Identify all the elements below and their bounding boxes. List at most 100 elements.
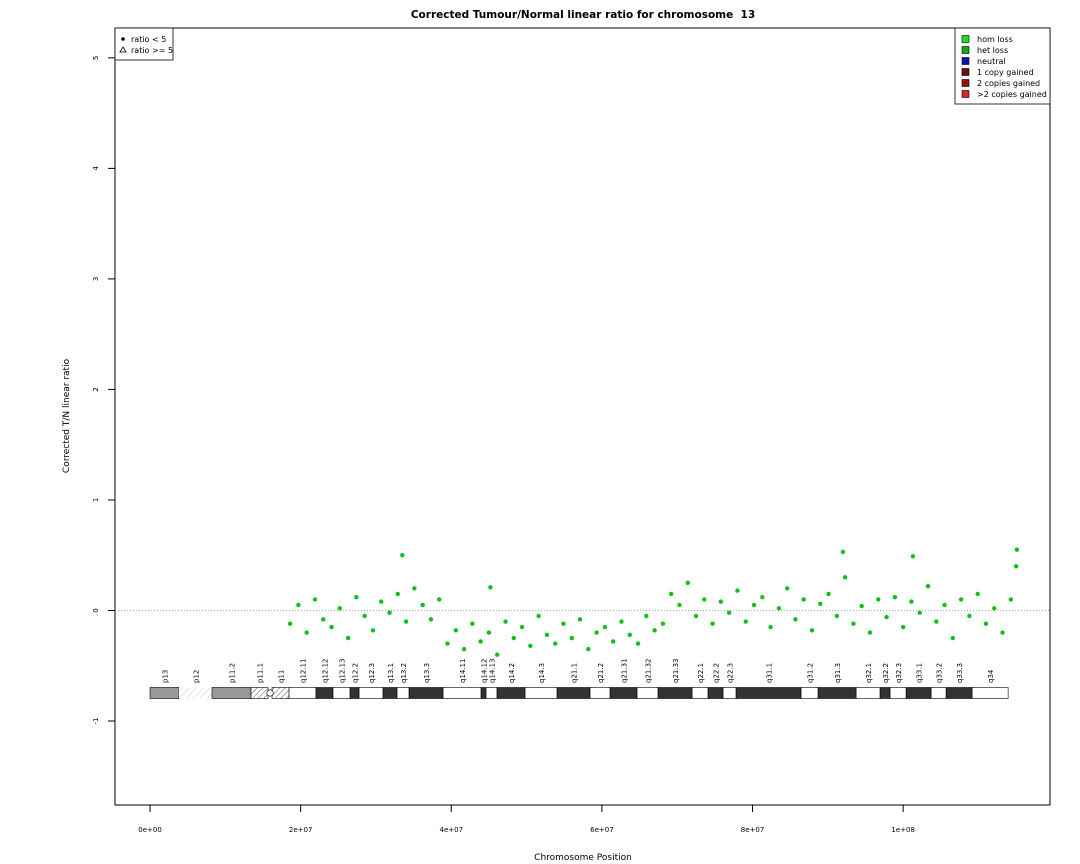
data-point <box>842 575 848 580</box>
data-point <box>519 624 525 630</box>
data-point <box>685 580 690 586</box>
ideogram-band <box>250 687 269 699</box>
ideogram-band <box>211 687 252 699</box>
data-point <box>909 599 914 604</box>
ideogram-band <box>589 687 611 699</box>
data-point <box>693 613 699 619</box>
legend-box <box>954 27 1051 105</box>
ideogram-band <box>485 687 498 699</box>
data-point <box>321 617 326 622</box>
band-label: q21.1 <box>571 663 579 683</box>
band-label: q12.12 <box>322 659 330 683</box>
y-axis-label: Corrected T/N linear ratio <box>62 358 72 473</box>
data-point <box>892 595 898 600</box>
band-label: q14.13 <box>489 659 497 683</box>
data-point <box>453 628 458 633</box>
legend-swatch <box>961 57 970 65</box>
shape-legend-box <box>114 27 174 61</box>
ideogram-band <box>971 687 1009 699</box>
data-point <box>345 635 351 641</box>
x-tick-label: 6e+07 <box>590 826 614 834</box>
data-point <box>478 639 483 644</box>
data-point <box>412 586 417 591</box>
data-point <box>544 632 550 637</box>
data-point <box>486 630 492 635</box>
ideogram-band <box>480 687 487 699</box>
data-point <box>950 635 956 641</box>
data-point <box>884 614 889 620</box>
ideogram-band <box>905 687 932 699</box>
ideogram-band <box>636 687 659 699</box>
legend-swatch <box>961 35 970 43</box>
data-point <box>942 602 947 608</box>
data-point <box>577 617 583 622</box>
data-point <box>668 591 674 597</box>
data-point <box>627 632 632 637</box>
x-tick-label: 2e+07 <box>289 826 313 834</box>
band-label: q21.2 <box>597 663 605 683</box>
band-label: q22.3 <box>727 663 735 683</box>
y-tick-label: 0 <box>92 608 100 612</box>
band-label: q31.2 <box>807 663 815 683</box>
ideogram-band <box>657 687 693 699</box>
ideogram-band <box>855 687 881 699</box>
band-label: q32.1 <box>865 663 873 683</box>
data-point <box>809 628 815 633</box>
band-label: q33.1 <box>916 663 924 683</box>
data-point <box>751 602 757 608</box>
ideogram-band <box>817 687 857 699</box>
data-point <box>594 630 599 635</box>
shape-legend-label: ratio >= 5 <box>131 46 173 55</box>
legend-label: hom loss <box>977 35 1013 44</box>
data-point <box>1013 564 1019 569</box>
data-point <box>644 613 649 619</box>
data-point <box>851 621 856 626</box>
ideogram-band <box>556 687 591 699</box>
data-point <box>379 599 384 604</box>
data-point <box>428 617 434 622</box>
x-tick-label: 8e+07 <box>741 826 765 834</box>
data-point <box>619 619 624 624</box>
data-point <box>470 621 475 626</box>
data-point <box>992 606 997 611</box>
band-label: q33.3 <box>956 663 964 683</box>
x-tick-label: 4e+07 <box>439 826 463 834</box>
y-tick-label: 5 <box>92 56 100 60</box>
legend-swatch <box>961 90 970 98</box>
ideogram-band <box>332 687 351 699</box>
ideogram-band <box>524 687 558 699</box>
data-point <box>445 641 450 646</box>
ideogram-band <box>930 687 947 699</box>
shape-legend-label: ratio < 5 <box>131 35 166 44</box>
band-label: q22.2 <box>713 663 721 683</box>
ideogram-band <box>288 687 317 699</box>
data-point <box>569 635 574 641</box>
points <box>287 547 1020 657</box>
data-point <box>488 585 493 590</box>
x-tick-label: 0e+00 <box>138 826 162 834</box>
data-point <box>287 621 293 626</box>
band-label: q12.13 <box>339 659 347 683</box>
data-point <box>552 641 558 646</box>
data-point <box>602 624 608 630</box>
data-point <box>495 652 500 657</box>
data-point <box>776 606 782 611</box>
band-label: q31.1 <box>766 663 774 683</box>
data-point <box>710 621 715 626</box>
band-label: p11.2 <box>229 663 237 683</box>
data-point <box>826 591 831 597</box>
data-point <box>635 641 641 646</box>
data-point <box>834 613 840 619</box>
data-point <box>760 595 765 600</box>
data-point <box>511 635 516 641</box>
data-point <box>586 646 591 652</box>
data-point <box>652 628 657 633</box>
data-point <box>718 599 724 604</box>
data-point <box>329 624 334 630</box>
data-point <box>677 602 682 608</box>
band-label: q12.2 <box>352 663 360 683</box>
data-point <box>420 602 425 608</box>
y-tick-label: 2 <box>92 387 100 391</box>
ideogram-band <box>889 687 907 699</box>
data-point <box>743 619 748 624</box>
